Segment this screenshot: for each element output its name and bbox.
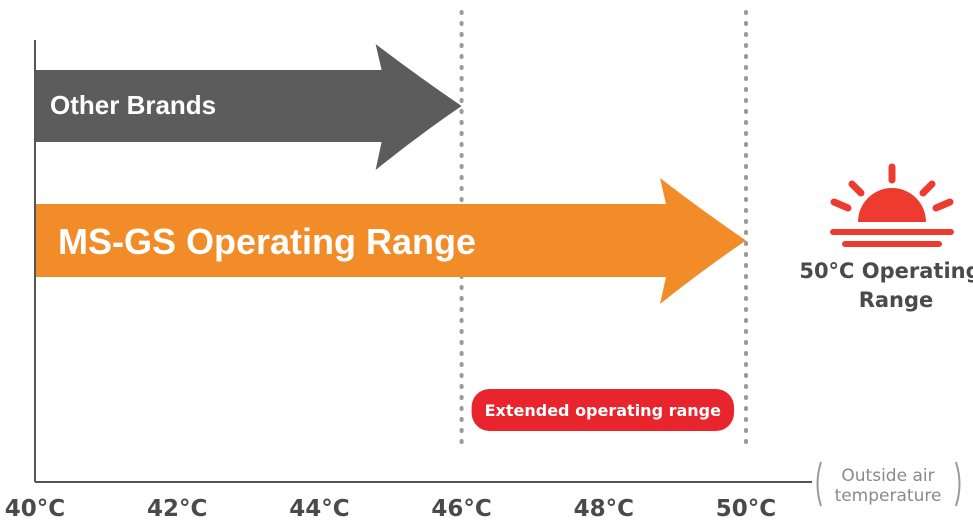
tick-label-46: 46°C [431,496,491,522]
tick-label-42: 42°C [147,496,207,522]
bar-ms-gs-operating-range [35,178,746,304]
bar-other-brands [35,44,462,170]
x-axis-label-line1: Outside air [841,466,934,486]
x-axis-label: Outside air temperature [816,461,961,507]
badge-line2: Range [859,288,934,312]
tick-label-40: 40°C [5,496,65,522]
sun-ray-3 [830,198,852,212]
tick-label-50: 50°C [716,496,776,522]
sun-ray-4 [932,198,954,212]
sun-body [858,188,926,222]
tick-label-48: 48°C [574,496,634,522]
extended-range-label: Extended operating range [485,401,722,420]
badge-line1: 50°C Operating [799,259,973,283]
sun-icon [830,163,954,247]
sun-ray-1 [848,180,865,197]
tick-label-44: 44°C [289,496,349,522]
bar-other-brands-label: Other Brands [50,90,216,120]
x-axis-label-line2: temperature [835,486,942,506]
sun-ray-2 [919,180,936,197]
sun-horizon-1 [842,241,942,247]
bar-ms-gs-label: MS-GS Operating Range [58,221,476,262]
extended-range-badge [471,389,734,431]
sun-horizon-0 [830,229,954,235]
